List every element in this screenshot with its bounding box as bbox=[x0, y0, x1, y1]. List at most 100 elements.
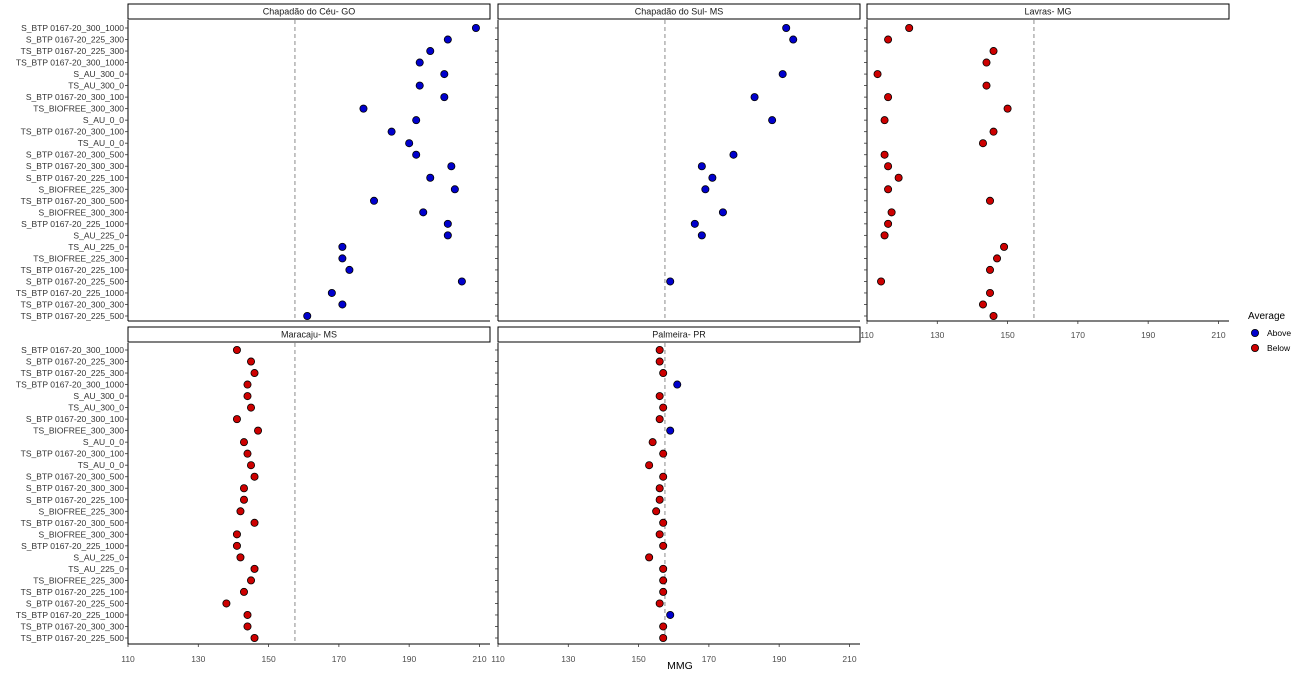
data-point bbox=[236, 553, 245, 562]
x-tick-label: 150 bbox=[261, 654, 275, 664]
x-tick-label: 190 bbox=[772, 654, 786, 664]
panel-title: Chapadão do Céu- GO bbox=[263, 7, 356, 17]
data-point bbox=[659, 472, 668, 481]
data-point bbox=[666, 610, 675, 619]
data-point bbox=[690, 219, 699, 228]
data-point bbox=[247, 403, 256, 412]
panel-palmeira-pr: Palmeira- PR 110 130 150 170 190 210 bbox=[491, 326, 861, 664]
data-point bbox=[447, 162, 456, 171]
data-point bbox=[986, 288, 995, 297]
data-point bbox=[701, 185, 710, 194]
data-point bbox=[655, 484, 664, 493]
category-label: TS_BTP 0167-20_300_1000 bbox=[16, 380, 124, 390]
category-label: TS_BTP 0167-20_225_300 bbox=[21, 46, 125, 56]
category-label: TS_AU_300_0 bbox=[68, 403, 124, 413]
data-point bbox=[697, 162, 706, 171]
data-point bbox=[659, 541, 668, 550]
category-label: S_AU_225_0 bbox=[73, 552, 124, 562]
data-point bbox=[880, 116, 889, 125]
data-point bbox=[659, 518, 668, 527]
x-tick-label: 170 bbox=[332, 654, 346, 664]
category-label: TS_BTP 0167-20_225_500 bbox=[21, 311, 125, 321]
data-point bbox=[222, 599, 231, 608]
x-tick-label: 170 bbox=[702, 654, 716, 664]
category-label: S_AU_300_0 bbox=[73, 69, 124, 79]
data-point bbox=[250, 634, 259, 643]
data-point bbox=[250, 369, 259, 378]
data-point bbox=[986, 196, 995, 205]
data-point bbox=[243, 392, 252, 401]
data-point bbox=[450, 185, 459, 194]
legend-title: Average bbox=[1248, 311, 1286, 322]
x-tick-label: 190 bbox=[1141, 330, 1155, 340]
category-label: TS_AU_225_0 bbox=[68, 564, 124, 574]
category-label: TS_AU_0_0 bbox=[78, 138, 125, 148]
x-tick-label: 150 bbox=[1000, 330, 1014, 340]
category-label: S_BTP 0167-20_225_1000 bbox=[21, 219, 124, 229]
data-point bbox=[880, 231, 889, 240]
category-label: TS_BTP 0167-20_225_300 bbox=[21, 368, 125, 378]
data-point bbox=[894, 173, 903, 182]
category-label: TS_BIOFREE_300_300 bbox=[33, 104, 124, 114]
data-point bbox=[884, 219, 893, 228]
category-label: S_BTP 0167-20_300_300 bbox=[26, 161, 124, 171]
data-point bbox=[345, 265, 354, 274]
data-point bbox=[338, 254, 347, 263]
category-label: TS_AU_0_0 bbox=[78, 460, 125, 470]
data-point bbox=[880, 150, 889, 159]
data-point bbox=[986, 265, 995, 274]
data-point bbox=[982, 58, 991, 67]
category-label: S_BTP 0167-20_225_100 bbox=[26, 173, 124, 183]
data-point bbox=[243, 622, 252, 631]
category-label: S_BTP 0167-20_225_500 bbox=[26, 598, 124, 608]
data-point bbox=[645, 461, 654, 470]
data-point bbox=[718, 208, 727, 217]
data-point bbox=[884, 93, 893, 102]
data-point bbox=[359, 104, 368, 113]
data-point bbox=[247, 357, 256, 366]
panel-chapad-o-do-sul-ms: Chapadão do Sul- MS bbox=[495, 3, 861, 322]
data-point bbox=[884, 185, 893, 194]
data-point bbox=[666, 277, 675, 286]
category-label: S_BIOFREE_300_300 bbox=[38, 207, 124, 217]
panel-title: Chapadão do Sul- MS bbox=[635, 7, 724, 17]
x-tick-label: 210 bbox=[842, 654, 856, 664]
data-point bbox=[659, 576, 668, 585]
category-label: S_BTP 0167-20_225_100 bbox=[26, 495, 124, 505]
data-point bbox=[443, 219, 452, 228]
data-point bbox=[873, 70, 882, 79]
data-point bbox=[370, 196, 379, 205]
data-point bbox=[905, 23, 914, 32]
data-point bbox=[884, 35, 893, 44]
x-tick-label: 110 bbox=[860, 330, 874, 340]
data-point bbox=[989, 47, 998, 56]
data-point bbox=[884, 162, 893, 171]
category-label: S_AU_0_0 bbox=[83, 115, 124, 125]
category-label: TS_BTP 0167-20_225_500 bbox=[21, 633, 125, 643]
panel-chapad-o-do-c-u-go: Chapadão do Céu- GO S_BTP 0167-20_300_100… bbox=[16, 3, 491, 322]
x-tick-label: 130 bbox=[930, 330, 944, 340]
data-point bbox=[247, 461, 256, 470]
category-label: S_BTP 0167-20_300_500 bbox=[26, 150, 124, 160]
legend: Average Above Below bbox=[1248, 311, 1291, 353]
data-point bbox=[645, 553, 654, 562]
data-point bbox=[239, 438, 248, 447]
data-point bbox=[673, 380, 682, 389]
category-label: S_BTP 0167-20_225_500 bbox=[26, 276, 124, 286]
data-point bbox=[659, 634, 668, 643]
data-point bbox=[236, 507, 245, 516]
data-point bbox=[659, 449, 668, 458]
data-point bbox=[419, 208, 428, 217]
category-label: S_BTP 0167-20_300_500 bbox=[26, 472, 124, 482]
data-point bbox=[887, 208, 896, 217]
x-tick-label: 210 bbox=[472, 654, 486, 664]
category-label: TS_BTP 0167-20_225_1000 bbox=[16, 610, 124, 620]
data-point bbox=[666, 426, 675, 435]
data-point bbox=[232, 530, 241, 539]
panel-strip bbox=[497, 326, 861, 343]
category-label: S_BIOFREE_225_300 bbox=[38, 506, 124, 516]
panel-maracaju-ms: Maracaju- MS S_BTP 0167-20_300_1000 S_BTP … bbox=[16, 326, 491, 664]
data-point bbox=[232, 345, 241, 354]
data-point bbox=[982, 81, 991, 90]
